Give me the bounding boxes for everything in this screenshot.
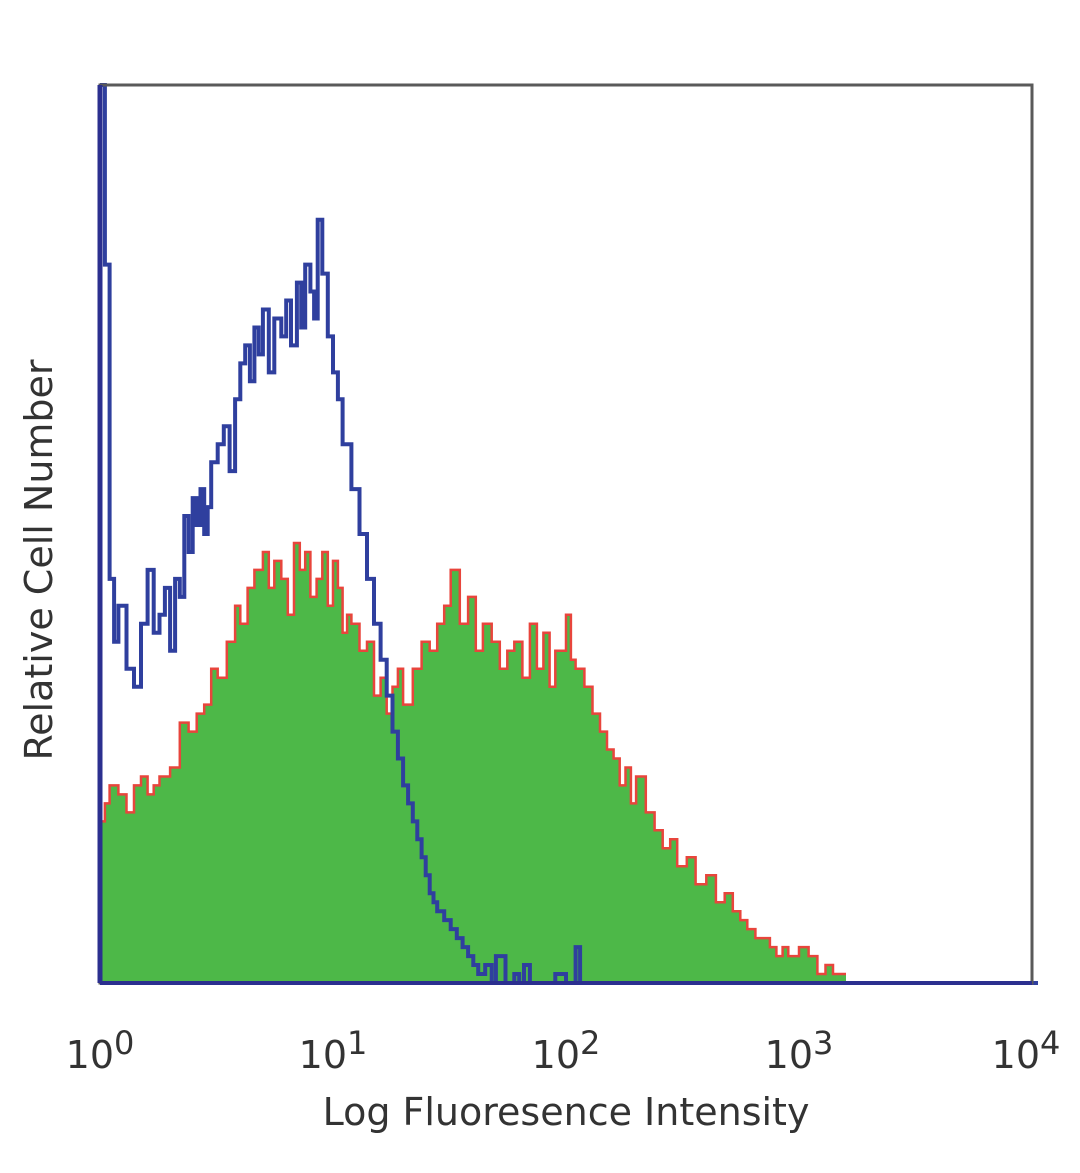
x-tick-label: 100 xyxy=(66,1024,135,1077)
x-tick-exponent: 1 xyxy=(347,1024,367,1062)
x-tick-base: 10 xyxy=(992,1033,1040,1077)
x-tick-label: 101 xyxy=(299,1024,368,1077)
x-tick-exponent: 2 xyxy=(580,1024,600,1062)
x-tick-label: 103 xyxy=(765,1024,834,1077)
x-tick-base: 10 xyxy=(299,1033,347,1077)
x-tick-base: 10 xyxy=(66,1033,114,1077)
x-tick-exponent: 3 xyxy=(813,1024,833,1062)
x-tick-base: 10 xyxy=(765,1033,813,1077)
plot-area xyxy=(100,83,1038,985)
x-tick-exponent: 4 xyxy=(1040,1024,1060,1062)
x-tick-exponent: 0 xyxy=(114,1024,134,1062)
y-axis-label: Relative Cell Number xyxy=(17,359,61,760)
x-tick-label: 104 xyxy=(992,1024,1061,1077)
series-0-edge xyxy=(100,541,846,976)
x-tick-label: 102 xyxy=(532,1024,601,1077)
x-tick-labels: 100 101 102 103 104 xyxy=(66,1024,1061,1077)
x-tick-base: 10 xyxy=(532,1033,580,1077)
x-axis-label: Log Fluoresence Intensity xyxy=(323,1090,810,1134)
series-0-fill xyxy=(100,543,846,983)
